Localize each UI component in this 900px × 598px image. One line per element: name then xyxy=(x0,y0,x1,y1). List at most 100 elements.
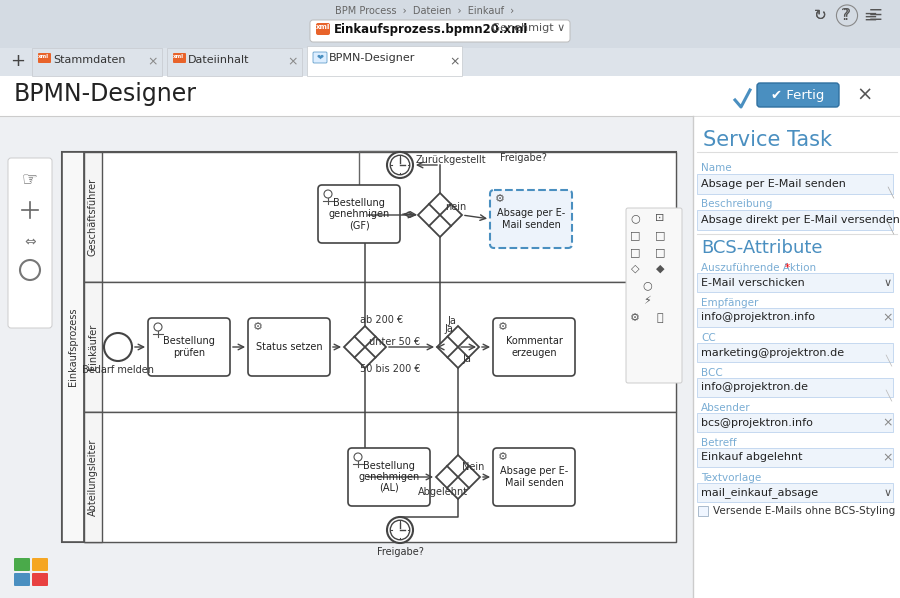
Bar xyxy=(0,0,900,48)
Bar xyxy=(84,152,102,282)
Text: ⇔: ⇔ xyxy=(24,235,36,249)
Text: ×: × xyxy=(148,55,158,68)
FancyBboxPatch shape xyxy=(318,185,400,243)
Text: ∨: ∨ xyxy=(884,277,892,288)
Text: bcs@projektron.info: bcs@projektron.info xyxy=(701,417,813,428)
Bar xyxy=(697,210,893,230)
Text: Freigabe?: Freigabe? xyxy=(500,153,547,163)
Text: BPMN-Designer: BPMN-Designer xyxy=(14,82,197,106)
Bar xyxy=(62,152,676,542)
Bar xyxy=(697,378,893,397)
Text: Versende E-Mails ohne BCS-Styling: Versende E-Mails ohne BCS-Styling xyxy=(713,506,896,516)
Text: BCS-Attribute: BCS-Attribute xyxy=(701,239,823,257)
Text: ×: × xyxy=(883,451,893,464)
Bar xyxy=(84,152,676,282)
Circle shape xyxy=(324,190,332,198)
Text: (AL): (AL) xyxy=(379,483,399,493)
FancyBboxPatch shape xyxy=(493,318,575,376)
Text: xml: xml xyxy=(38,54,50,59)
Text: ❤: ❤ xyxy=(317,53,323,62)
Text: Dateiinhalt: Dateiinhalt xyxy=(188,55,249,65)
Text: info@projektron.info: info@projektron.info xyxy=(701,313,815,322)
Text: Absage per E-: Absage per E- xyxy=(500,466,568,477)
Bar xyxy=(0,76,900,116)
Text: Freigabe?: Freigabe? xyxy=(376,547,423,557)
FancyBboxPatch shape xyxy=(626,208,682,383)
Text: ╲: ╲ xyxy=(887,222,893,234)
Bar xyxy=(697,448,893,467)
Text: prüfen: prüfen xyxy=(173,347,205,358)
Text: Genehmigt ∨: Genehmigt ∨ xyxy=(488,23,565,33)
FancyBboxPatch shape xyxy=(316,23,330,35)
Text: Textvorlage: Textvorlage xyxy=(701,473,761,483)
Text: Bestellung: Bestellung xyxy=(363,461,415,471)
Text: ?: ? xyxy=(843,8,851,23)
Text: ☰: ☰ xyxy=(869,8,883,23)
Text: Einkauf abgelehnt: Einkauf abgelehnt xyxy=(701,453,803,462)
Text: Name: Name xyxy=(701,163,732,173)
Text: BPMN-Designer: BPMN-Designer xyxy=(329,53,416,63)
Text: Absage per E-Mail senden: Absage per E-Mail senden xyxy=(701,179,846,189)
Text: 🗑: 🗑 xyxy=(657,313,663,323)
Text: Service Task: Service Task xyxy=(703,130,832,150)
Text: CC: CC xyxy=(701,333,716,343)
Bar xyxy=(697,413,893,432)
Text: ×: × xyxy=(288,55,298,68)
Circle shape xyxy=(387,152,413,178)
Text: Abgelehnt: Abgelehnt xyxy=(418,487,468,497)
Text: genehmigen: genehmigen xyxy=(358,472,419,482)
Text: ○: ○ xyxy=(642,280,652,290)
FancyBboxPatch shape xyxy=(348,448,430,506)
Text: ≡: ≡ xyxy=(863,8,877,26)
Text: ╲: ╲ xyxy=(885,389,891,401)
Text: ◆: ◆ xyxy=(656,264,664,274)
Text: mail_einkauf_absage: mail_einkauf_absage xyxy=(701,487,818,498)
Text: Geschäftsführer: Geschäftsführer xyxy=(88,178,98,256)
Bar xyxy=(697,174,893,194)
Text: □: □ xyxy=(630,247,640,257)
Text: E-Mail verschicken: E-Mail verschicken xyxy=(701,277,805,288)
Text: ╲: ╲ xyxy=(887,186,893,198)
Text: ×: × xyxy=(857,86,873,105)
Text: Zurückgestellt: Zurückgestellt xyxy=(416,155,487,165)
Circle shape xyxy=(391,155,410,175)
Bar xyxy=(84,282,676,412)
Text: Kommentar: Kommentar xyxy=(506,337,562,346)
Text: Abteilungsleiter: Abteilungsleiter xyxy=(88,438,98,515)
Text: Status setzen: Status setzen xyxy=(256,342,322,352)
Text: ×: × xyxy=(883,416,893,429)
Bar xyxy=(697,273,893,292)
Text: nein: nein xyxy=(445,202,466,212)
Circle shape xyxy=(391,520,410,540)
FancyBboxPatch shape xyxy=(14,573,30,586)
Text: □: □ xyxy=(630,230,640,240)
Text: ?: ? xyxy=(841,8,849,23)
Text: *: * xyxy=(785,263,790,273)
Text: Ja: Ja xyxy=(447,316,456,326)
Bar xyxy=(307,46,462,76)
Text: Mail senden: Mail senden xyxy=(501,219,561,230)
Text: Einkaufsprozess.bpmn20.xml: Einkaufsprozess.bpmn20.xml xyxy=(334,23,528,36)
Text: ╲: ╲ xyxy=(885,354,891,366)
Text: ⚙: ⚙ xyxy=(253,322,263,332)
FancyBboxPatch shape xyxy=(313,52,327,63)
Text: ↻: ↻ xyxy=(814,8,826,23)
Text: Stammdaten: Stammdaten xyxy=(53,55,125,65)
Text: (GF): (GF) xyxy=(348,220,369,230)
Bar xyxy=(0,48,900,76)
Text: +: + xyxy=(10,52,25,70)
FancyBboxPatch shape xyxy=(32,573,48,586)
Text: BCC: BCC xyxy=(701,368,723,378)
Bar xyxy=(167,48,302,76)
Text: □: □ xyxy=(655,230,665,240)
Bar xyxy=(697,343,893,362)
FancyBboxPatch shape xyxy=(248,318,330,376)
Text: Beschreibung: Beschreibung xyxy=(701,199,772,209)
Text: ∨: ∨ xyxy=(884,487,892,498)
FancyBboxPatch shape xyxy=(757,83,839,107)
Bar xyxy=(84,282,102,412)
Circle shape xyxy=(354,453,362,461)
Text: Absender: Absender xyxy=(701,403,751,413)
FancyBboxPatch shape xyxy=(38,53,51,63)
Text: Betreff: Betreff xyxy=(701,438,736,448)
